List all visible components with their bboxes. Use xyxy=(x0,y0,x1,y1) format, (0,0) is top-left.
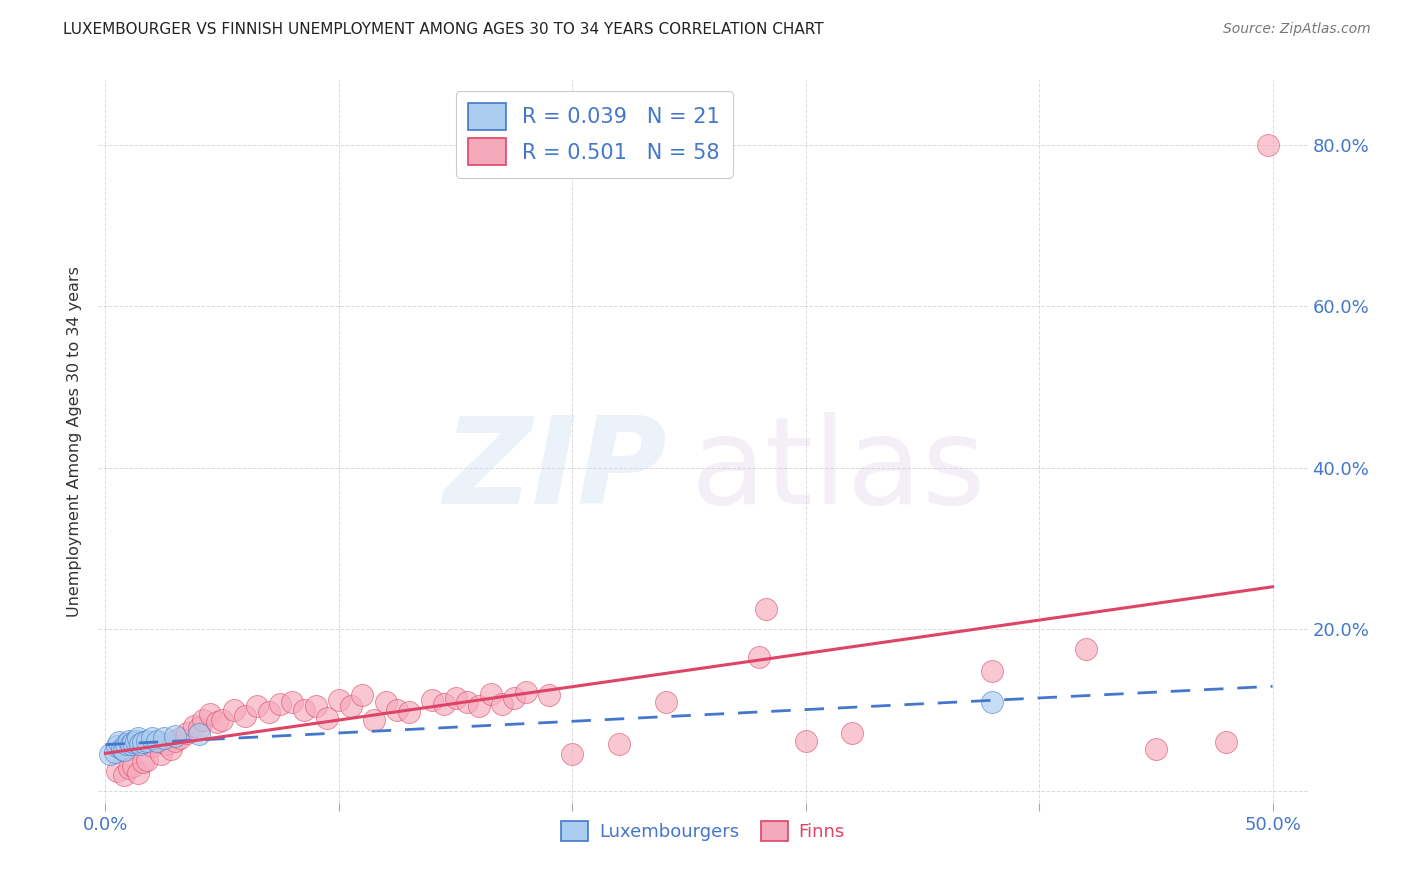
Point xyxy=(269,697,291,711)
Point xyxy=(150,747,173,762)
Point xyxy=(398,705,420,719)
Point xyxy=(125,733,148,747)
Point xyxy=(193,713,215,727)
Point xyxy=(1257,137,1279,152)
Point xyxy=(374,695,396,709)
Point xyxy=(105,739,128,754)
Y-axis label: Unemployment Among Ages 30 to 34 years: Unemployment Among Ages 30 to 34 years xyxy=(67,266,83,617)
Point xyxy=(748,650,770,665)
Point xyxy=(146,735,169,749)
Point xyxy=(207,714,229,729)
Point xyxy=(146,733,169,747)
Point xyxy=(211,713,233,727)
Point xyxy=(122,759,145,773)
Point xyxy=(165,729,187,743)
Point xyxy=(304,698,326,713)
Text: ZIP: ZIP xyxy=(443,412,666,529)
Point xyxy=(122,735,145,749)
Point xyxy=(200,706,222,721)
Text: Source: ZipAtlas.com: Source: ZipAtlas.com xyxy=(1223,22,1371,37)
Point xyxy=(420,693,443,707)
Point xyxy=(456,695,478,709)
Point xyxy=(537,689,560,703)
Point xyxy=(105,764,128,778)
Point xyxy=(235,709,257,723)
Point xyxy=(328,693,350,707)
Text: atlas: atlas xyxy=(690,412,987,529)
Point xyxy=(841,725,863,739)
Point xyxy=(132,756,155,770)
Point xyxy=(654,695,676,709)
Point xyxy=(444,690,467,705)
Point xyxy=(104,745,127,759)
Point xyxy=(141,739,163,754)
Point xyxy=(187,727,209,741)
Point xyxy=(136,733,159,747)
Point xyxy=(292,703,315,717)
Point xyxy=(155,737,177,751)
Point xyxy=(111,741,134,756)
Point xyxy=(108,735,131,749)
Point xyxy=(118,733,141,747)
Point xyxy=(1215,735,1237,749)
Point xyxy=(468,698,491,713)
Legend: Luxembourgers, Finns: Luxembourgers, Finns xyxy=(554,814,852,848)
Point xyxy=(281,695,304,709)
Point xyxy=(222,703,245,717)
Point xyxy=(1144,741,1167,756)
Point xyxy=(352,689,374,703)
Point xyxy=(120,737,142,751)
Point xyxy=(159,741,181,756)
Point xyxy=(755,602,778,616)
Point xyxy=(118,761,141,775)
Point xyxy=(127,731,149,746)
Point xyxy=(479,687,502,701)
Point xyxy=(112,767,135,781)
Point xyxy=(794,733,817,747)
Point xyxy=(246,698,269,713)
Point xyxy=(387,703,409,717)
Point xyxy=(316,711,339,725)
Point xyxy=(132,735,155,749)
Point xyxy=(981,664,1004,678)
Point xyxy=(176,725,198,739)
Point xyxy=(491,697,513,711)
Point xyxy=(1074,642,1097,657)
Point xyxy=(129,737,152,751)
Point xyxy=(339,698,361,713)
Point xyxy=(607,737,630,751)
Point xyxy=(98,747,121,762)
Point xyxy=(112,743,135,757)
Point xyxy=(515,685,537,699)
Point xyxy=(152,731,174,746)
Point xyxy=(165,733,187,747)
Point xyxy=(127,766,149,780)
Point xyxy=(141,731,163,746)
Point xyxy=(561,747,583,762)
Point xyxy=(257,705,280,719)
Point xyxy=(433,697,456,711)
Point xyxy=(363,713,385,727)
Point xyxy=(169,731,191,746)
Point xyxy=(115,737,138,751)
Point xyxy=(503,690,526,705)
Point xyxy=(187,721,209,735)
Point xyxy=(981,695,1004,709)
Point xyxy=(136,753,159,767)
Text: LUXEMBOURGER VS FINNISH UNEMPLOYMENT AMONG AGES 30 TO 34 YEARS CORRELATION CHART: LUXEMBOURGER VS FINNISH UNEMPLOYMENT AMO… xyxy=(63,22,824,37)
Point xyxy=(183,719,205,733)
